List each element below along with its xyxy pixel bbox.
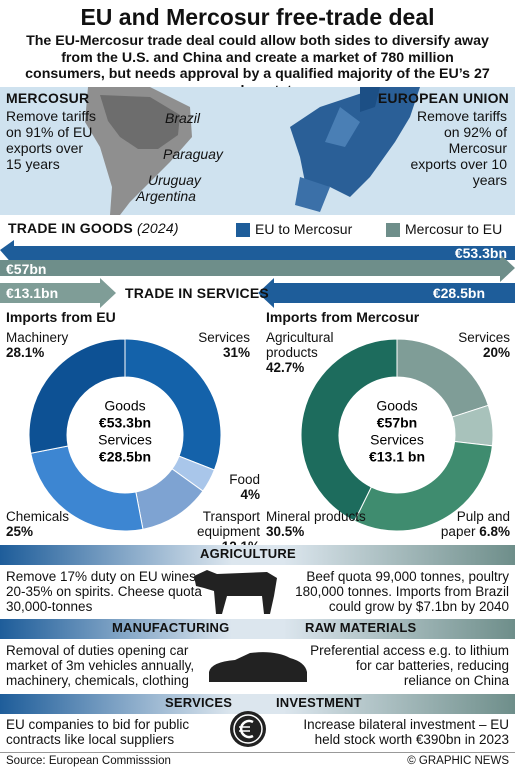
eu-title: EUROPEAN UNION xyxy=(377,90,509,106)
section-bar xyxy=(0,694,515,714)
segment-value: 4% xyxy=(240,487,260,502)
segment-label: Chemicals 25% xyxy=(6,509,86,539)
country-label: Uruguay xyxy=(148,172,201,188)
mercosur-title: MERCOSUR xyxy=(6,90,90,106)
donut-segment xyxy=(353,440,493,532)
segment-name: Machinery xyxy=(6,330,69,345)
legend-swatch xyxy=(386,223,400,237)
segment-label: Services 20% xyxy=(430,330,510,360)
legend-label: Mercosur to EU xyxy=(405,221,503,237)
donut-segment xyxy=(124,338,222,471)
eu-text: Remove tariffs on 92% of Mercosur export… xyxy=(410,108,508,188)
segment-label: Food 4% xyxy=(210,472,260,502)
section-title: MANUFACTURING xyxy=(112,620,230,635)
trade-goods-year: (2024) xyxy=(137,220,179,236)
segment-name: Services xyxy=(198,330,250,345)
section-bar xyxy=(0,545,515,565)
euro-icon xyxy=(230,711,266,747)
segment-name: Services xyxy=(458,330,510,345)
segment-value: 42.7% xyxy=(266,360,305,375)
trade-arrows xyxy=(0,240,515,308)
segment-value: 28.1% xyxy=(6,345,45,360)
segment-name: Transport equipment xyxy=(196,509,260,539)
section-text: Remove 17% duty on EU wines, 20-35% on s… xyxy=(6,569,202,614)
center-text: €53.3bn xyxy=(99,415,151,431)
services-mercosur-value: €13.1bn xyxy=(6,285,59,301)
segment-label: Mineral products 30.5% xyxy=(266,509,376,539)
segment-name: Chemicals xyxy=(6,509,70,524)
trade-goods-title-text: TRADE IN GOODS xyxy=(8,220,133,236)
trade-services-title: TRADE IN SERVICES xyxy=(125,285,269,301)
donut-segment xyxy=(300,338,398,522)
section-text: EU companies to bid for public contracts… xyxy=(6,717,190,747)
center-text: Goods xyxy=(104,398,145,414)
goods-mercosur-value: €57bn xyxy=(6,261,47,277)
footer-rule xyxy=(0,752,515,753)
segment-value: 31% xyxy=(222,345,250,360)
cow-icon xyxy=(194,570,277,614)
segment-name: Agricultural products xyxy=(266,330,334,360)
segment-label: Machinery 28.1% xyxy=(6,330,86,360)
segment-label: Services 31% xyxy=(172,330,250,360)
center-text: Goods xyxy=(376,398,417,414)
map xyxy=(0,87,515,215)
section-title: INVESTMENT xyxy=(276,695,362,710)
center-text: €57bn xyxy=(377,415,417,431)
legend-swatch xyxy=(236,223,250,237)
section-text: Increase bilateral investment – EU held … xyxy=(303,717,509,747)
segment-name: Pulp and paper xyxy=(440,509,510,539)
source: Source: European Commisssion xyxy=(6,755,171,767)
country-label: Paraguay xyxy=(163,146,223,162)
services-eu-value: €28.5bn xyxy=(432,285,485,301)
center-text: €28.5bn xyxy=(99,449,151,465)
center-text: €13.1 bn xyxy=(369,449,425,465)
mercosur-text: Remove tariffs on 91% of EU exports over… xyxy=(6,108,96,172)
section-bar xyxy=(0,619,515,639)
country-label: Argentina xyxy=(136,188,196,204)
section-text: Removal of duties opening car market of … xyxy=(6,643,195,688)
segment-value: 30.5% xyxy=(266,524,305,539)
goods-eu-value: €53.3bn xyxy=(454,245,507,261)
trade-goods-title: TRADE IN GOODS (2024) xyxy=(8,220,179,236)
center-text: Services xyxy=(370,432,424,448)
segment-label: Pulp and paper 6.8% xyxy=(430,509,510,539)
title: EU and Mercosur free-trade deal xyxy=(80,4,435,30)
donut-segment xyxy=(28,338,126,454)
credit: © GRAPHIC NEWS xyxy=(407,755,509,767)
car-icon xyxy=(209,652,307,682)
section-text: Preferential access e.g. to lithium for … xyxy=(310,643,509,688)
donut-title: Imports from EU xyxy=(6,309,116,325)
section-text: Beef quota 99,000 tonnes, poultry 180,00… xyxy=(295,569,509,614)
section-title: SERVICES xyxy=(165,695,233,710)
section-title: RAW MATERIALS xyxy=(305,620,417,635)
donuts: Goods€53.3bnServices€28.5bnGoods€57bnSer… xyxy=(28,338,494,532)
center-text: Services xyxy=(98,432,152,448)
legend-label: EU to Mercosur xyxy=(255,221,353,237)
segment-name: Food xyxy=(229,472,260,487)
segment-label: Agricultural products 42.7% xyxy=(266,330,356,375)
donut-title: Imports from Mercosur xyxy=(266,309,420,325)
segment-value: 20% xyxy=(482,345,510,360)
segment-name: Mineral products xyxy=(266,509,366,524)
segment-value: 6.8% xyxy=(479,524,510,539)
section-title: AGRICULTURE xyxy=(200,546,296,561)
country-label: Brazil xyxy=(165,110,201,126)
segment-value: 25% xyxy=(6,524,34,539)
